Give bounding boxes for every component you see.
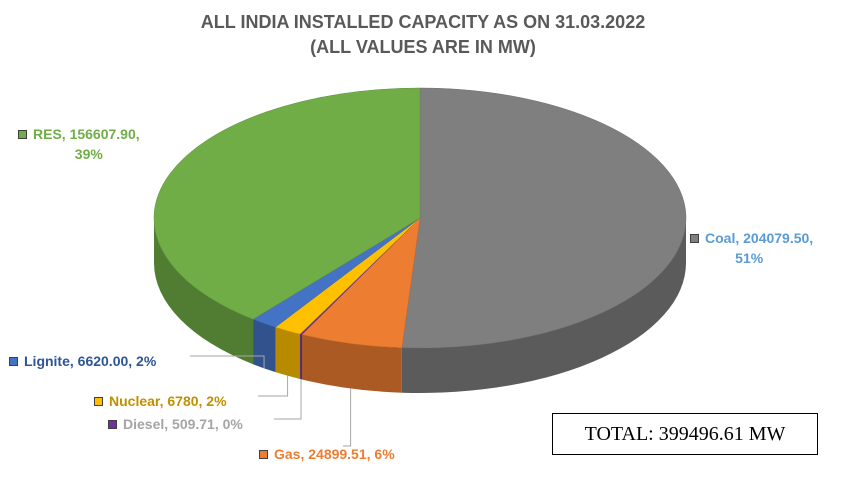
- leader-line-diesel: [274, 379, 302, 420]
- legend-key-nuclear-icon: [94, 397, 103, 406]
- legend-key-coal-icon: [690, 234, 699, 243]
- leader-line-lignite: [190, 355, 265, 369]
- data-label-res-text: RES, 156607.90,: [33, 126, 140, 142]
- pie-side-lignite: [253, 319, 276, 373]
- data-label-nuclear-text: Nuclear, 6780, 2%: [109, 393, 227, 409]
- chart-title: ALL INDIA INSTALLED CAPACITY AS ON 31.03…: [0, 10, 846, 60]
- data-label-res-percent: 39%: [74, 146, 103, 162]
- data-label-res: RES, 156607.90, 39%: [18, 124, 140, 164]
- legend-key-res-icon: [18, 130, 27, 139]
- leader-lines: [190, 355, 352, 447]
- data-label-coal-text: Coal, 204079.50,: [705, 230, 814, 246]
- data-label-gas-text: Gas, 24899.51, 6%: [274, 446, 395, 462]
- chart-title-line2: (ALL VALUES ARE IN MW): [310, 37, 536, 57]
- chart-title-line1: ALL INDIA INSTALLED CAPACITY AS ON 31.03…: [200, 12, 646, 32]
- leader-line-gas: [343, 388, 352, 447]
- pie-side-gas: [301, 334, 402, 393]
- pie-side-coal: [401, 218, 687, 393]
- pie-side-res: [153, 218, 254, 365]
- data-label-gas: Gas, 24899.51, 6%: [259, 444, 395, 464]
- data-label-coal-percent: 51%: [735, 250, 764, 266]
- data-label-coal: Coal, 204079.50, 51%: [690, 228, 813, 268]
- total-box: TOTAL: 399496.61 MW: [552, 413, 818, 455]
- pie-slice-coal: [401, 87, 687, 349]
- pie-side-diesel: [300, 334, 302, 380]
- legend-key-gas-icon: [259, 450, 268, 459]
- data-label-lignite-text: Lignite, 6620.00, 2%: [24, 353, 157, 369]
- legend-key-lignite-icon: [9, 357, 18, 366]
- pie-tops: [153, 87, 687, 349]
- pie-sides: [153, 218, 687, 393]
- data-label-lignite: Lignite, 6620.00, 2%: [9, 351, 156, 371]
- leader-line-nuclear: [258, 375, 289, 397]
- data-label-diesel-text: Diesel, 509.71, 0%: [123, 416, 243, 432]
- pie-side-nuclear: [275, 327, 301, 380]
- pie-slice-res: [153, 87, 421, 320]
- legend-key-diesel-icon: [108, 420, 117, 429]
- data-label-nuclear: Nuclear, 6780, 2%: [94, 391, 227, 411]
- data-label-diesel: Diesel, 509.71, 0%: [108, 414, 243, 434]
